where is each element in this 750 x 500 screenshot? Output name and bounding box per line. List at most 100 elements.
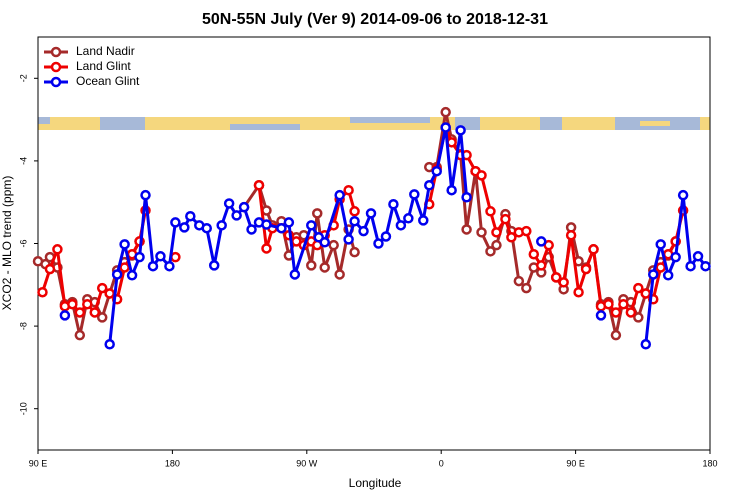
data-point: [633, 282, 644, 294]
data-point: [610, 307, 622, 318]
x-tick-label: 90 E: [29, 458, 48, 468]
data-point: [74, 329, 86, 341]
data-point: [261, 219, 272, 230]
data-point: [319, 262, 330, 273]
data-point: [476, 170, 487, 181]
data-point: [500, 213, 511, 225]
data-point: [662, 270, 674, 281]
x-tick-label: 90 E: [566, 458, 585, 468]
data-point: [521, 225, 532, 237]
data-point: [104, 339, 115, 350]
data-point: [476, 227, 487, 238]
data-point: [185, 210, 196, 222]
data-point: [343, 184, 354, 196]
data-point: [276, 222, 287, 234]
map-strip: [38, 117, 710, 130]
data-point: [343, 234, 354, 245]
data-point: [253, 180, 265, 191]
data-point: [44, 263, 56, 275]
data-point: [395, 220, 407, 231]
legend-marker: [50, 76, 62, 88]
data-point: [349, 206, 360, 217]
data-point: [648, 269, 659, 280]
data-point: [312, 208, 323, 219]
data-point: [373, 238, 384, 249]
data-point: [349, 246, 360, 258]
series: [59, 122, 711, 350]
data-point: [319, 237, 330, 248]
data-point: [528, 248, 540, 260]
data-point: [625, 307, 637, 318]
data-point: [603, 298, 614, 310]
data-point: [119, 239, 130, 250]
data-point: [677, 189, 689, 201]
x-tick-label: 90 W: [296, 458, 318, 468]
data-point: [491, 227, 502, 238]
legend-label: Ocean Glint: [76, 74, 140, 88]
data-point: [670, 251, 681, 263]
x-tick-label: 0: [439, 458, 444, 468]
data-point: [134, 251, 145, 263]
data-point: [409, 189, 420, 200]
data-point: [238, 201, 250, 213]
data-point: [74, 307, 86, 318]
legend-label: Land Glint: [76, 59, 131, 73]
data-point: [334, 269, 345, 280]
data-point: [349, 215, 360, 227]
data-point: [440, 122, 451, 133]
data-point: [208, 260, 220, 271]
data-point: [431, 165, 442, 177]
data-point: [147, 260, 159, 272]
data-point: [289, 269, 301, 280]
data-point: [595, 310, 607, 321]
data-point: [37, 286, 48, 298]
data-point: [424, 180, 435, 191]
x-tick-label: 180: [702, 458, 717, 468]
data-point: [536, 260, 547, 271]
y-axis-label: XCO2 - MLO trend (ppm): [0, 176, 14, 311]
legend-label: Land Nadir: [76, 44, 135, 58]
data-point: [536, 236, 547, 247]
data-point: [104, 288, 115, 299]
data-point: [403, 213, 414, 224]
data-point: [446, 184, 457, 196]
chart-title: 50N-55N July (Ver 9) 2014-09-06 to 2018-…: [202, 11, 548, 28]
data-point: [388, 199, 399, 210]
data-point: [140, 189, 151, 201]
data-point: [550, 272, 562, 283]
data-point: [633, 312, 644, 323]
data-point: [440, 106, 451, 118]
data-point: [119, 262, 130, 273]
data-point: [506, 232, 517, 243]
data-point: [96, 312, 108, 323]
data-point: [573, 286, 584, 298]
data-point: [334, 189, 345, 201]
data-point: [513, 275, 525, 287]
y-tick-label: -6: [18, 239, 28, 247]
data-point: [96, 282, 108, 294]
data-point: [261, 243, 272, 254]
data-point: [700, 260, 711, 272]
data-point: [485, 206, 496, 217]
data-point: [126, 270, 138, 281]
data-point: [640, 288, 652, 299]
data-point: [179, 222, 190, 233]
data-point: [358, 225, 369, 237]
data-point: [306, 260, 317, 271]
y-tick-label: -2: [18, 74, 28, 82]
y-tick-label: -4: [18, 157, 28, 165]
data-point: [111, 269, 123, 280]
data-point: [283, 217, 295, 228]
data-point: [588, 244, 599, 255]
data-point: [170, 251, 181, 263]
data-point: [461, 224, 472, 235]
data-point: [67, 298, 78, 310]
data-point: [685, 260, 696, 272]
data-point: [59, 310, 71, 321]
y-tick-label: -8: [18, 322, 28, 330]
data-point: [455, 125, 466, 136]
data-point: [692, 251, 704, 262]
data-point: [170, 217, 181, 228]
